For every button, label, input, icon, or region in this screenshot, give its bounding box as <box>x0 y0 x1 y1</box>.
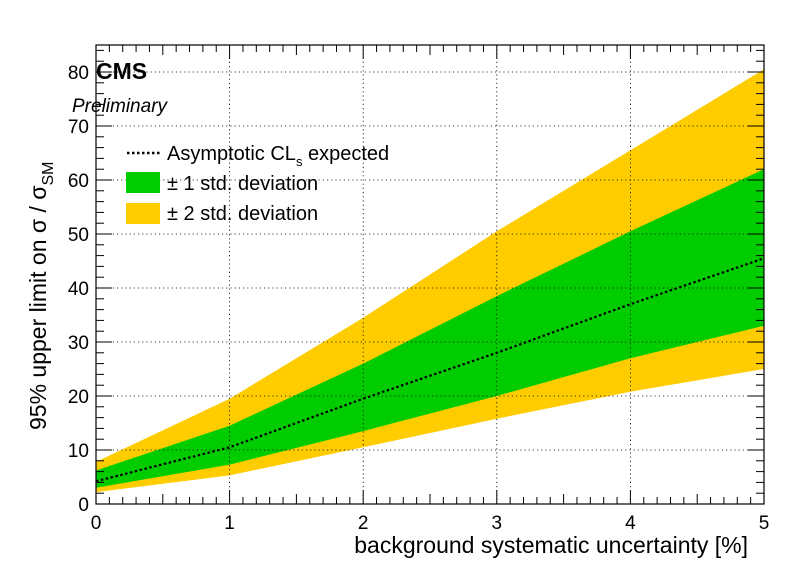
band-2sigma <box>96 69 764 493</box>
axis-ticks <box>95 45 765 505</box>
expected-line <box>95 257 765 483</box>
uncertainty-bands <box>96 69 764 493</box>
legend-2sigma-swatch <box>126 203 160 224</box>
band-1sigma <box>96 169 764 488</box>
x-tick-label: 4 <box>625 513 636 534</box>
y-axis-title-subscript: SM <box>40 162 57 186</box>
legend-1sigma-label: ± 1 std. deviation <box>167 173 318 195</box>
y-tick-label: 70 <box>68 117 89 138</box>
legend-2sigma-label: ± 2 std. deviation <box>167 203 318 225</box>
x-tick-label: 3 <box>492 513 503 534</box>
legend-expected-subscript: s <box>296 154 303 169</box>
x-tick-label: 0 <box>91 513 102 534</box>
expected-limit-curve <box>95 257 765 483</box>
y-tick-label: 60 <box>68 171 89 192</box>
legend-1sigma-swatch <box>126 172 160 193</box>
y-tick-label: 20 <box>68 387 89 408</box>
x-tick-label: 1 <box>224 513 235 534</box>
preliminary-label: Preliminary <box>72 96 169 117</box>
x-tick-label: 2 <box>358 513 369 534</box>
x-axis-title: background systematic uncertainty [%] <box>354 532 748 558</box>
y-tick-label: 0 <box>78 495 89 516</box>
y-tick-label: 10 <box>68 441 89 462</box>
legend-expected-tail: expected <box>302 143 389 165</box>
y-tick-label: 50 <box>68 225 89 246</box>
y-tick-label: 80 <box>68 63 89 84</box>
y-tick-label: 30 <box>68 333 89 354</box>
legend-expected-label: Asymptotic CLs expected <box>167 143 389 169</box>
x-tick-label: 5 <box>759 513 770 534</box>
y-tick-label: 40 <box>68 279 89 300</box>
cms-label: CMS <box>96 58 147 84</box>
y-axis-title-main: 95% upper limit on σ / σ <box>25 186 51 430</box>
legend-expected-main: Asymptotic CL <box>167 143 296 165</box>
grid-lines <box>96 45 764 504</box>
y-axis-title: 95% upper limit on σ / σSM <box>25 162 57 430</box>
legend: Asymptotic CLs expected ± 1 std. deviati… <box>126 143 389 225</box>
